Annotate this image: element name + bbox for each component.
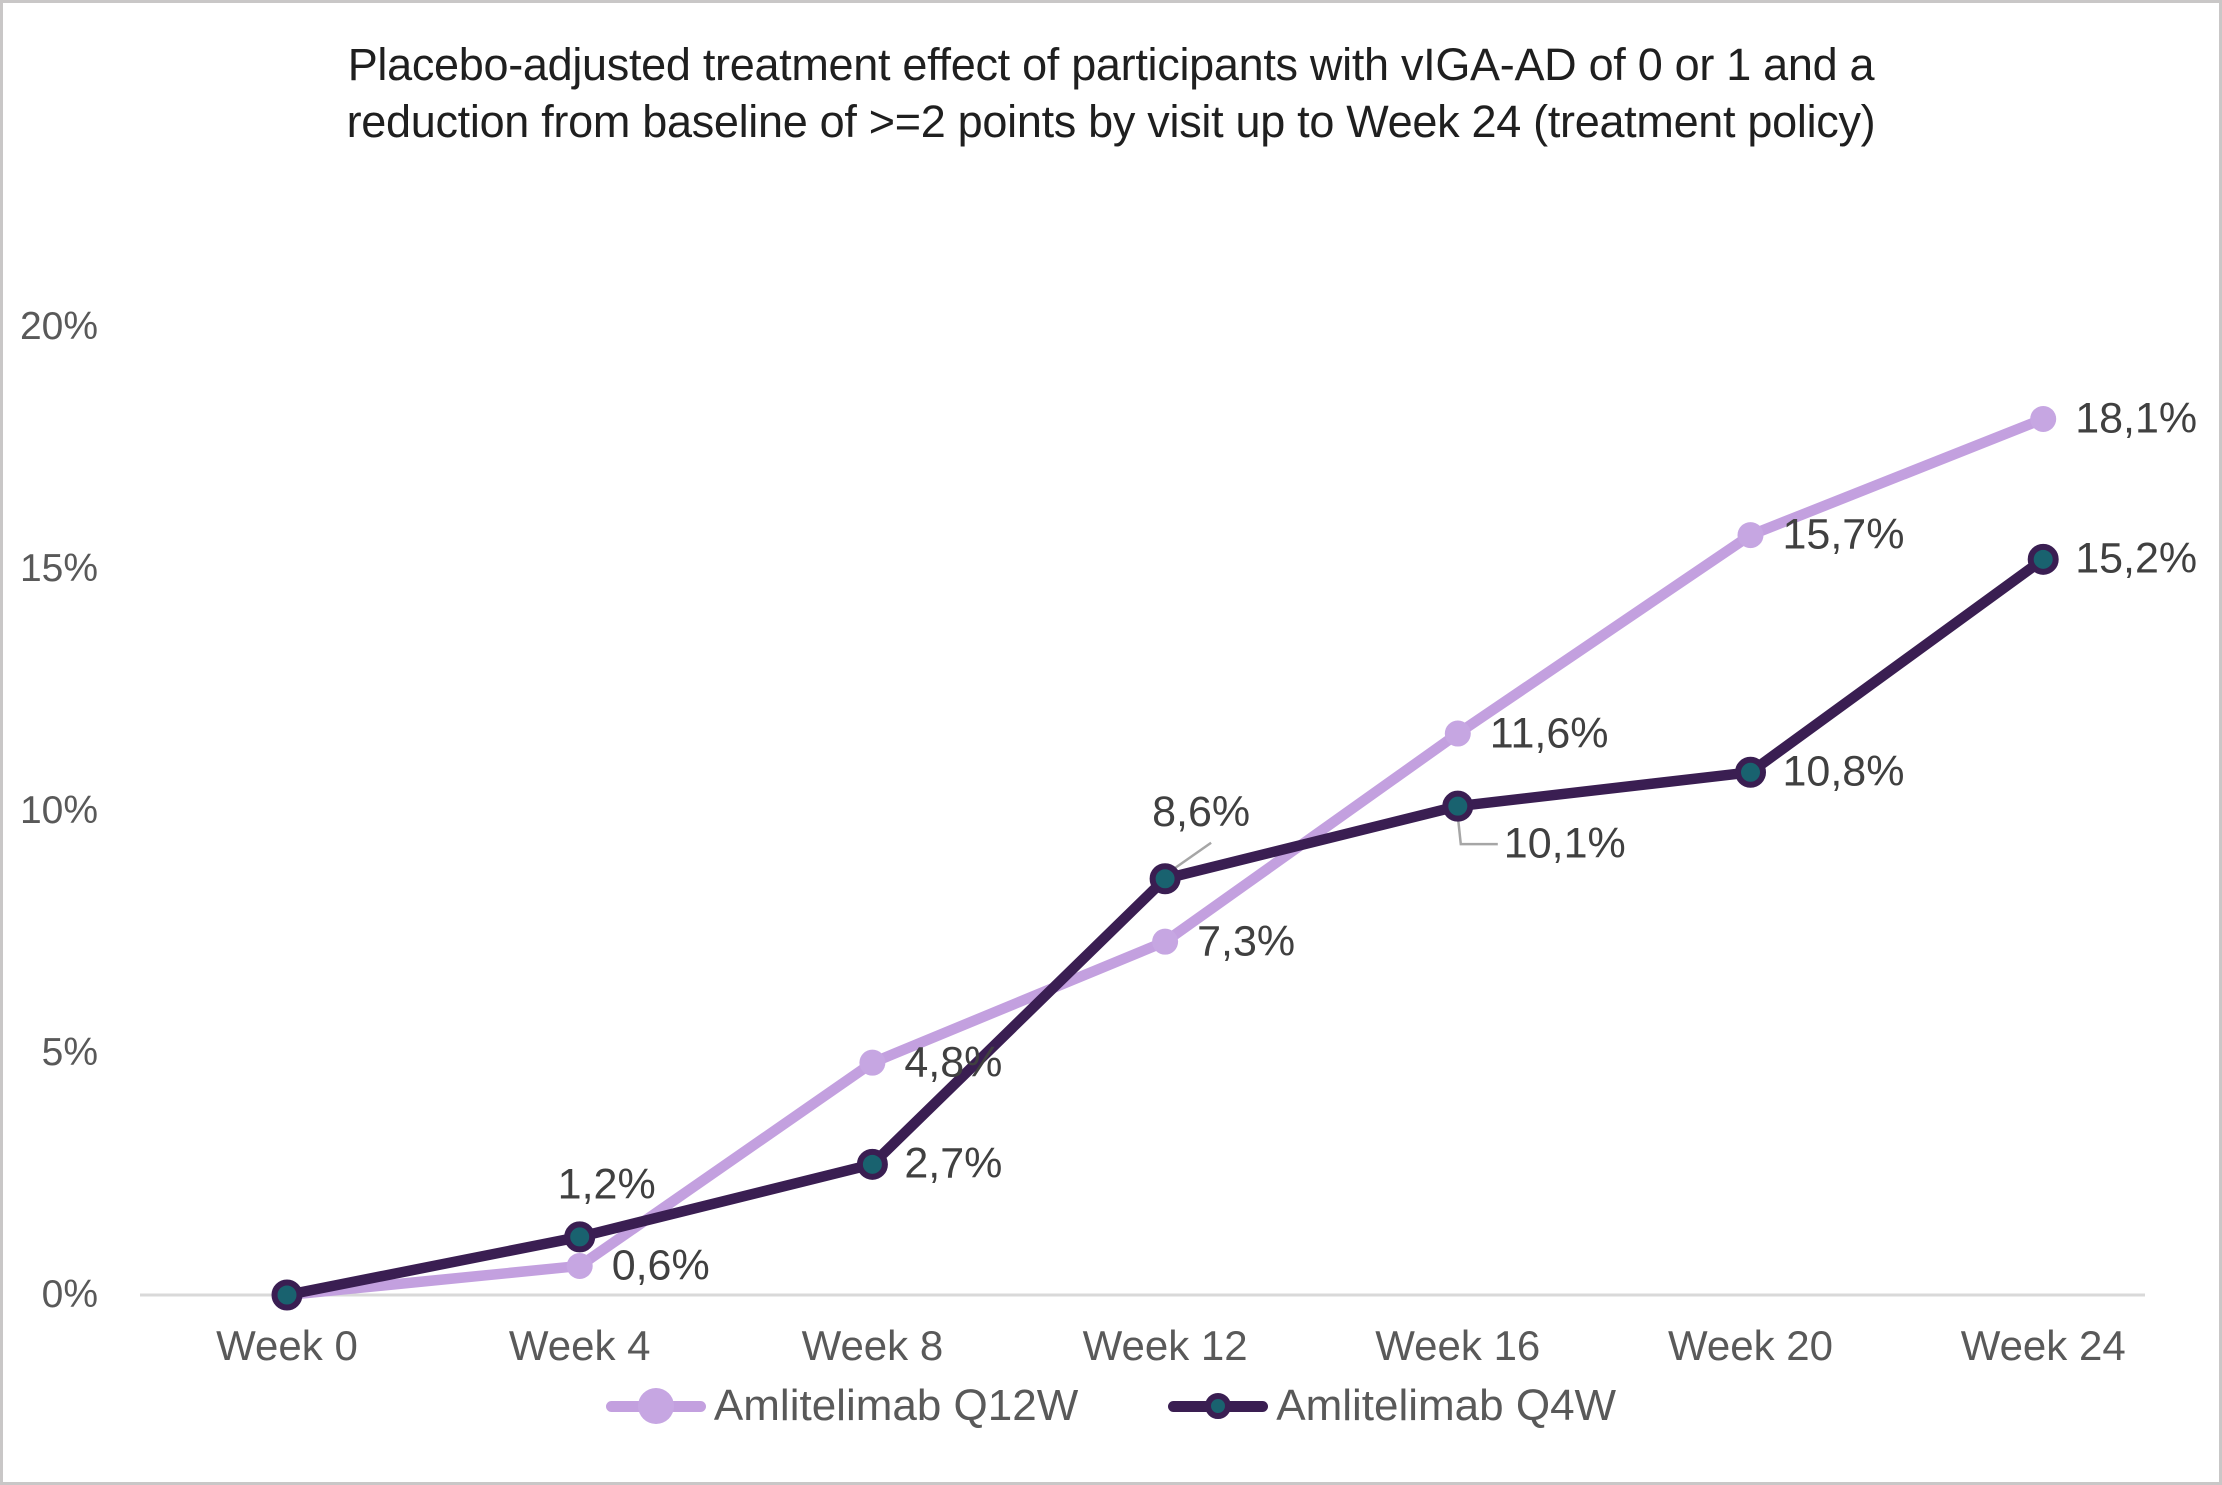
legend-item-amlitelimab-q12w[interactable]: Amlitelimab Q12W (605, 1381, 1079, 1431)
data-label: 10,8% (1782, 747, 1905, 796)
x-axis-label: Week 20 (1668, 1322, 1833, 1369)
chart-title-line-2: reduction from baseline of >=2 points by… (346, 96, 1876, 147)
data-point-amlitelimab-q4w[interactable] (564, 1221, 596, 1253)
legend: Amlitelimab Q12W Amlitelimab Q4W (0, 1381, 2222, 1431)
data-label: 0,6% (611, 1241, 710, 1290)
data-point-amlitelimab-q4w[interactable] (1735, 756, 1766, 788)
x-axis-label: Week 4 (508, 1322, 651, 1369)
data-point-amlitelimab-q12w[interactable] (1444, 720, 1471, 747)
data-point-amlitelimab-q12w[interactable] (2030, 405, 2057, 432)
data-label: 1,2% (557, 1160, 656, 1209)
data-point-amlitelimab-q4w[interactable] (271, 1279, 303, 1311)
series-line-amlitelimab-q12w[interactable] (281, 413, 2049, 1301)
data-point-amlitelimab-q12w[interactable] (566, 1252, 593, 1279)
data-label: 2,7% (904, 1139, 1003, 1188)
data-label: 10,1% (1503, 819, 1626, 868)
data-label: 4,8% (904, 1038, 1003, 1087)
x-axis-label: Week 24 (1960, 1322, 2126, 1369)
data-label: 8,6% (1152, 787, 1251, 836)
x-axis-label: Week 0 (216, 1322, 358, 1369)
label-leader-line (1170, 841, 1212, 872)
legend-label-q12w: Amlitelimab Q12W (713, 1381, 1079, 1430)
data-label: 15,7% (1782, 510, 1905, 559)
series-line-amlitelimab-q4w[interactable] (281, 554, 2049, 1301)
x-axis-label: Week 16 (1375, 1322, 1541, 1369)
data-label: 7,3% (1197, 917, 1296, 966)
chart-title: Placebo-adjusted treatment effect of par… (0, 36, 2222, 150)
y-tick-label: 20% (19, 305, 98, 348)
legend-line-marker-q4w-icon (1168, 1393, 1269, 1419)
y-tick-label: 5% (41, 1031, 98, 1074)
data-point-amlitelimab-q4w[interactable] (1442, 790, 1474, 822)
data-point-amlitelimab-q12w[interactable] (1737, 522, 1764, 549)
legend-label-q4w: Amlitelimab Q4W (1276, 1381, 1617, 1430)
y-tick-label: 15% (19, 547, 98, 590)
x-axis-label: Week 8 (801, 1322, 944, 1369)
data-point-amlitelimab-q12w[interactable] (859, 1049, 886, 1076)
chart-title-line-1: Placebo-adjusted treatment effect of par… (347, 39, 1875, 90)
data-label: 18,1% (2075, 394, 2198, 443)
data-point-amlitelimab-q4w[interactable] (2027, 543, 2059, 575)
y-tick-label: 10% (19, 789, 98, 832)
data-point-amlitelimab-q4w[interactable] (856, 1148, 888, 1180)
legend-item-amlitelimab-q4w[interactable]: Amlitelimab Q4W (1168, 1381, 1616, 1431)
data-label: 11,6% (1489, 709, 1609, 758)
x-axis-label: Week 12 (1082, 1322, 1248, 1369)
data-point-amlitelimab-q12w[interactable] (1152, 928, 1179, 955)
legend-line-marker-q12w-icon (605, 1388, 706, 1424)
data-label: 15,2% (2075, 534, 2198, 583)
y-tick-label: 0% (41, 1273, 98, 1316)
data-point-amlitelimab-q4w[interactable] (1149, 863, 1181, 895)
label-leader-line (1456, 816, 1498, 846)
